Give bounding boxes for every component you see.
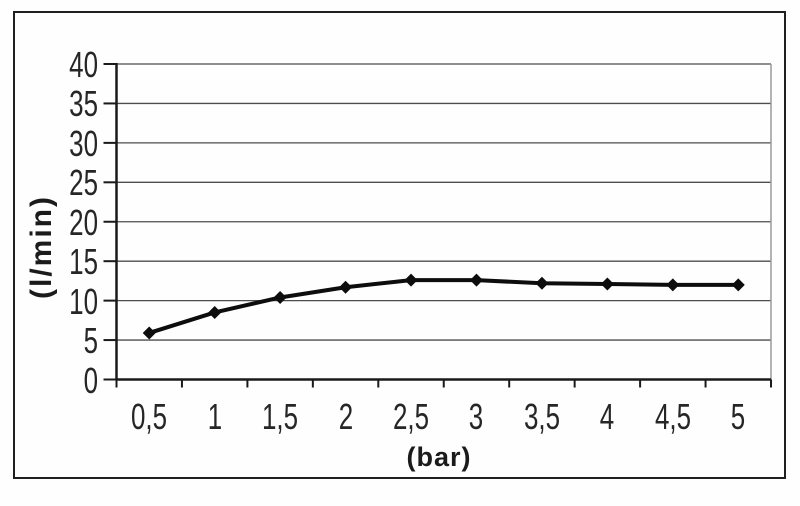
data-point-marker <box>666 278 680 292</box>
data-point-marker <box>142 326 156 340</box>
y-tick-label: 20 <box>69 201 98 243</box>
y-tick-label: 35 <box>69 83 98 125</box>
y-tick-label: 5 <box>83 320 98 362</box>
chart-frame <box>13 11 786 479</box>
data-point-marker <box>535 276 549 290</box>
x-tick-label: 5 <box>731 396 746 437</box>
x-tick-label: 1,5 <box>262 396 299 437</box>
data-point-marker <box>404 273 418 287</box>
y-tick-label: 25 <box>69 162 98 204</box>
data-point-marker <box>208 305 222 319</box>
data-point-marker <box>731 278 745 292</box>
x-tick-label: 4 <box>600 396 615 437</box>
x-tick-label: 4,5 <box>654 396 691 437</box>
data-point-marker <box>339 280 353 294</box>
x-tick-label: 2,5 <box>392 396 430 437</box>
x-axis-title: (bar) <box>406 442 472 472</box>
x-tick-label: 0,5 <box>131 396 168 437</box>
x-tick-label: 3,5 <box>523 396 560 437</box>
y-tick-label: 30 <box>69 122 98 164</box>
y-tick-label: 10 <box>69 280 98 322</box>
data-point-marker <box>273 290 287 304</box>
x-tick-label: 1 <box>207 396 222 437</box>
y-tick-label: 0 <box>83 359 98 401</box>
series-line <box>147 278 741 335</box>
y-axis-title: (l/min) <box>25 195 58 299</box>
y-tick-label: 40 <box>69 44 98 85</box>
x-tick-label: 3 <box>469 396 484 437</box>
x-tick-label: 2 <box>338 396 353 437</box>
y-tick-label: 15 <box>69 241 98 283</box>
data-point-marker <box>600 277 614 291</box>
data-point-marker <box>469 273 483 287</box>
